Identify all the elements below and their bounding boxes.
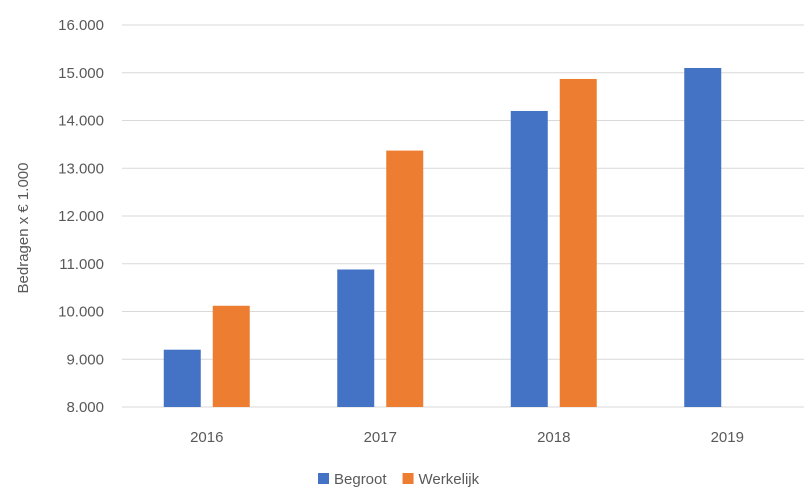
y-tick-label: 12.000 <box>58 208 104 225</box>
y-tick-label: 10.000 <box>58 304 104 321</box>
y-tick-label: 15.000 <box>58 65 104 82</box>
bar-begroot-2019 <box>684 67 722 407</box>
bar-werkelijk-2017 <box>386 150 424 407</box>
bar-begroot-2016 <box>163 349 201 407</box>
y-axis-title: Bedragen x € 1.000 <box>15 163 32 294</box>
bars <box>163 67 722 408</box>
legend-swatch-begroot <box>318 473 329 484</box>
legend: Begroot Werkelijk <box>318 471 480 488</box>
x-tick-label: 2018 <box>537 429 570 446</box>
legend-label-begroot: Begroot <box>334 471 387 488</box>
legend-label-werkelijk: Werkelijk <box>419 471 480 488</box>
y-tick-label: 8.000 <box>66 399 104 416</box>
y-tick-label: 13.000 <box>58 160 104 177</box>
bar-werkelijk-2018 <box>559 78 597 408</box>
y-tick-label: 9.000 <box>66 351 104 368</box>
bar-werkelijk-2016 <box>212 305 250 407</box>
y-tick-label: 14.000 <box>58 113 104 130</box>
x-tick-label: 2016 <box>190 429 223 446</box>
y-tick-label: 11.000 <box>59 256 104 273</box>
legend-swatch-werkelijk <box>402 473 414 484</box>
y-axis-tick-labels: 8.000 9.000 10.000 11.000 12.000 13.000 14.000… <box>58 17 104 416</box>
x-axis-tick-labels: 2016 2017 2018 2019 <box>190 429 744 446</box>
bar-begroot-2018 <box>510 110 548 407</box>
y-tick-label: 16.000 <box>58 17 104 34</box>
x-tick-label: 2019 <box>711 429 744 446</box>
bar-begroot-2017 <box>337 269 375 407</box>
x-tick-label: 2017 <box>364 429 397 446</box>
